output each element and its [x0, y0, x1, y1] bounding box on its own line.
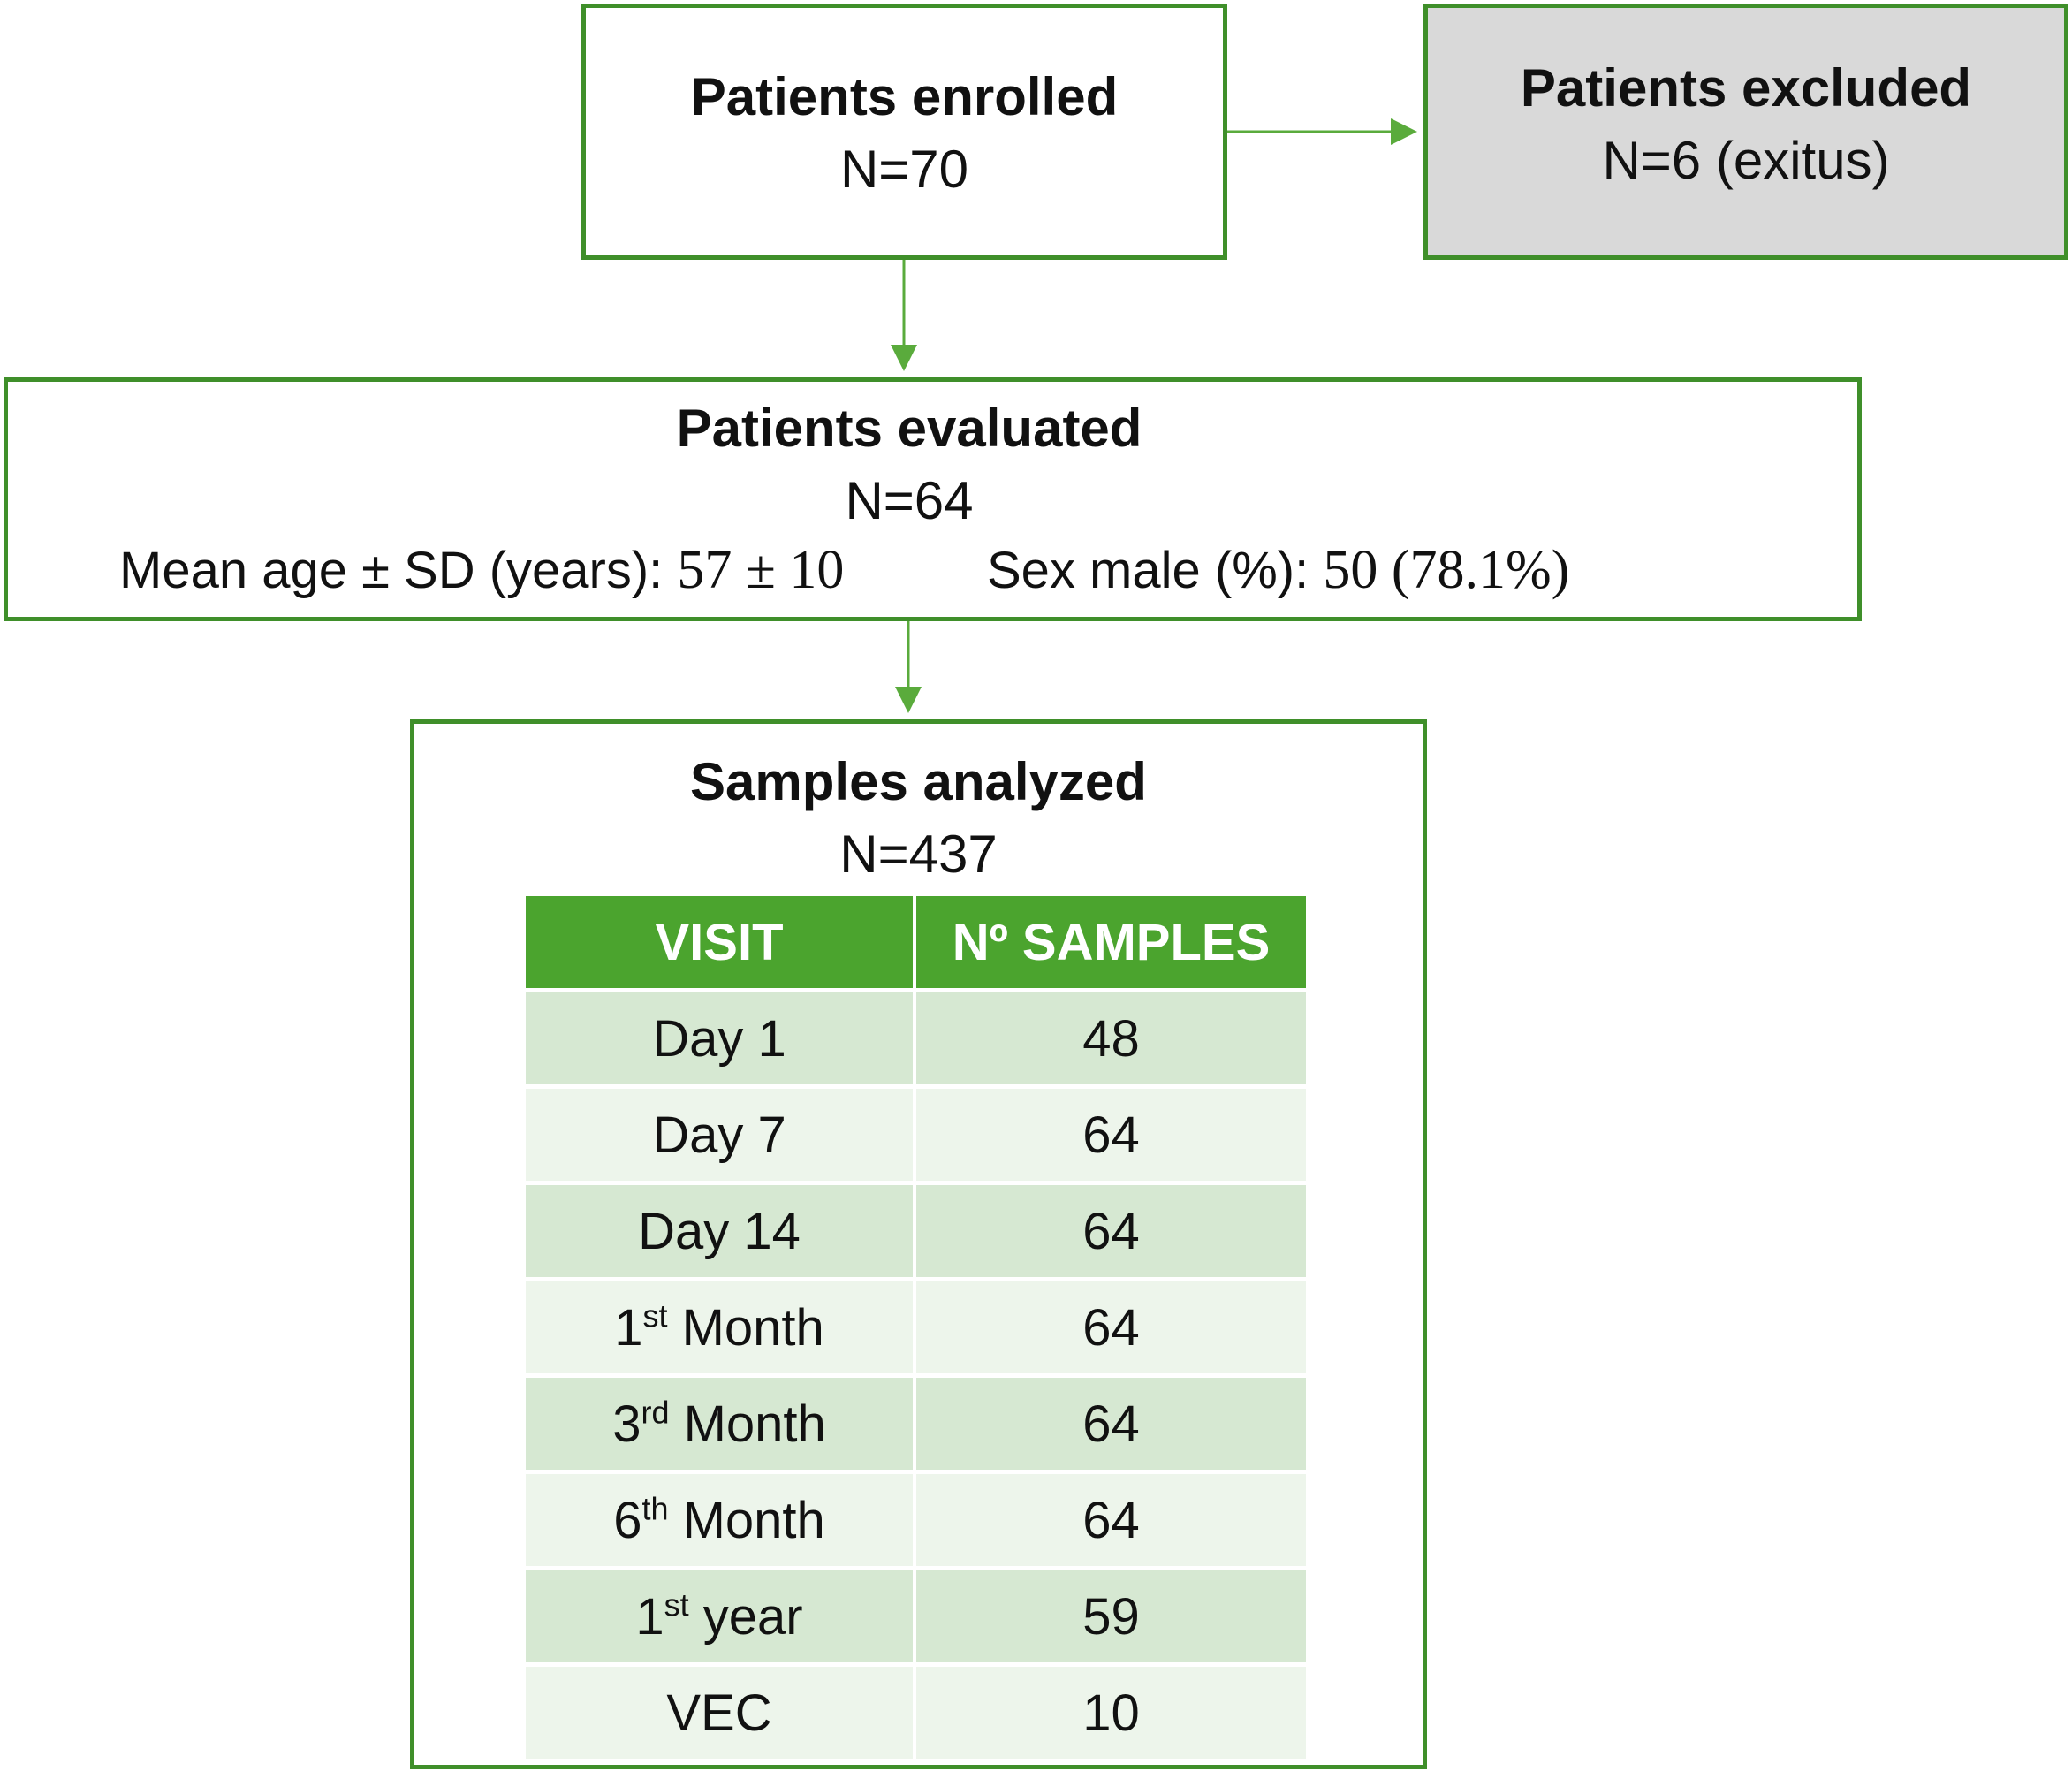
visit-cell: 1st year	[526, 1566, 913, 1662]
visit-label: Day 1	[652, 1009, 786, 1068]
visit-unit: year	[688, 1587, 803, 1646]
table-row: Day 14 64	[526, 1181, 1306, 1277]
count-cell: 64	[913, 1470, 1306, 1566]
visit-label: 6	[613, 1491, 642, 1549]
visit-ordinal: st	[642, 1297, 668, 1334]
excluded-count: N=6 (exitus)	[1602, 131, 1890, 190]
excluded-box: Patients excluded N=6 (exitus)	[1423, 4, 2068, 260]
count-cell: 64	[913, 1084, 1306, 1181]
visit-label: 1	[635, 1587, 664, 1646]
sex-male-stat: Sex male (%): 50 (78.1%)	[987, 539, 1569, 602]
count-cell: 59	[913, 1566, 1306, 1662]
evaluated-title: Patients evaluated	[676, 399, 1142, 458]
table-row: 1st Month 64	[526, 1277, 1306, 1373]
visit-label: 3	[612, 1395, 641, 1453]
count-cell: 64	[913, 1373, 1306, 1470]
mean-age-label: Mean age ± SD (years):	[119, 542, 678, 599]
visit-ordinal: st	[664, 1586, 689, 1623]
visit-cell: VEC	[526, 1662, 913, 1759]
visit-cell: 6th Month	[526, 1470, 913, 1566]
visit-label: VEC	[666, 1684, 772, 1742]
enrolled-box: Patients enrolled N=70	[581, 4, 1227, 260]
evaluated-count: N=64	[845, 471, 974, 530]
visit-ordinal: th	[641, 1490, 669, 1527]
evaluated-box: Patients evaluated N=64 Mean age ± SD (y…	[4, 377, 1862, 621]
enrolled-title: Patients enrolled	[690, 67, 1119, 126]
sex-male-label: Sex male (%):	[987, 542, 1324, 599]
count-cell: 48	[913, 988, 1306, 1084]
visit-unit: Month	[669, 1395, 826, 1453]
visit-unit: Month	[667, 1298, 824, 1357]
visit-label: 1	[614, 1298, 643, 1357]
samples-count: N=437	[839, 825, 998, 884]
visit-label: Day 7	[652, 1106, 786, 1164]
table-row: VEC 10	[526, 1662, 1306, 1759]
samples-box: Samples analyzed N=437 VISIT Nº SAMPLES …	[410, 719, 1427, 1769]
visits-table: VISIT Nº SAMPLES Day 1 48 Day 7 64 Day 1…	[526, 896, 1306, 1759]
sex-male-value: 50 (78.1%)	[1323, 540, 1570, 600]
mean-age-stat: Mean age ± SD (years): 57 ± 10	[119, 539, 844, 602]
mean-age-value: 57 ± 10	[677, 540, 845, 600]
table-row: 3rd Month 64	[526, 1373, 1306, 1470]
samples-title: Samples analyzed	[690, 752, 1147, 811]
header-n-samples: Nº SAMPLES	[913, 896, 1306, 988]
visit-label: Day 14	[638, 1202, 801, 1260]
visit-unit: Month	[668, 1491, 825, 1549]
visit-cell: Day 7	[526, 1084, 913, 1181]
visit-cell: 3rd Month	[526, 1373, 913, 1470]
table-row: 1st year 59	[526, 1566, 1306, 1662]
table-header-row: VISIT Nº SAMPLES	[526, 896, 1306, 988]
visit-cell: 1st Month	[526, 1277, 913, 1373]
visit-cell: Day 1	[526, 988, 913, 1084]
count-cell: 10	[913, 1662, 1306, 1759]
table-row: Day 7 64	[526, 1084, 1306, 1181]
header-visit: VISIT	[526, 896, 913, 988]
count-cell: 64	[913, 1181, 1306, 1277]
table-row: Day 1 48	[526, 988, 1306, 1084]
count-cell: 64	[913, 1277, 1306, 1373]
visit-cell: Day 14	[526, 1181, 913, 1277]
excluded-title: Patients excluded	[1520, 58, 1972, 118]
table-row: 6th Month 64	[526, 1470, 1306, 1566]
visit-ordinal: rd	[641, 1394, 670, 1431]
enrolled-count: N=70	[839, 140, 969, 199]
